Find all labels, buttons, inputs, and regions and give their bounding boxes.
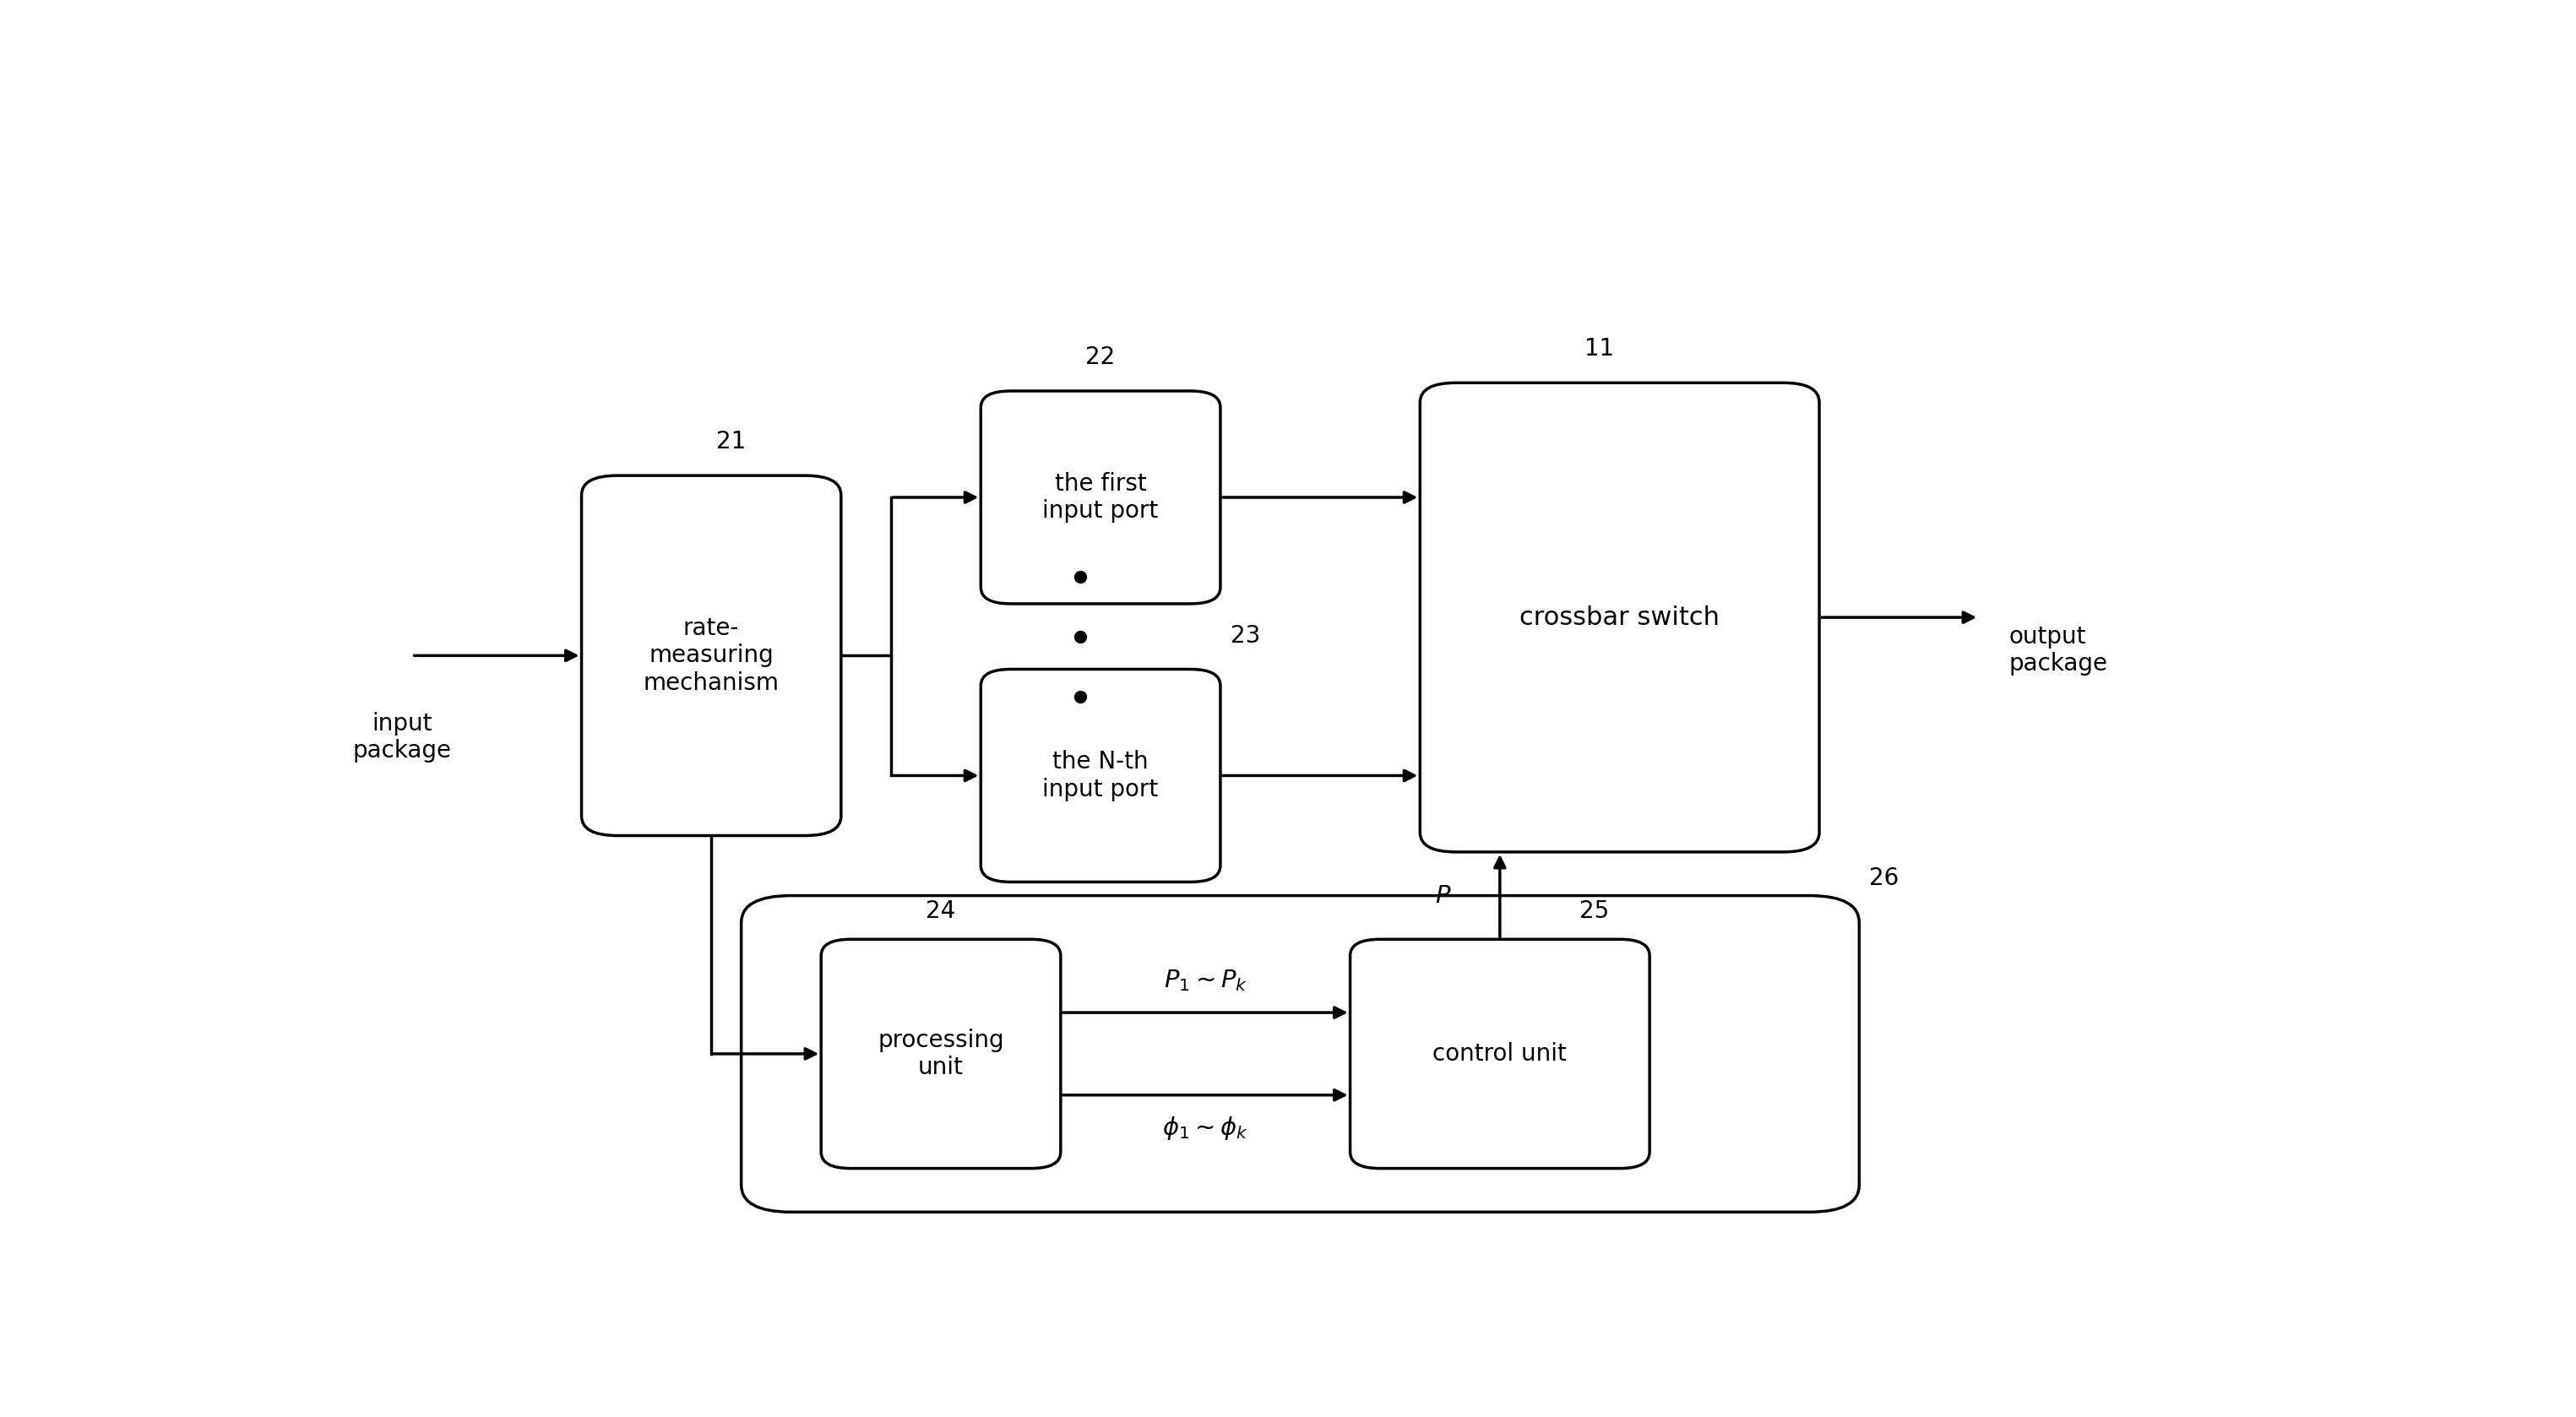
Text: 26: 26 <box>1870 867 1899 890</box>
FancyBboxPatch shape <box>981 669 1221 881</box>
Text: crossbar switch: crossbar switch <box>1520 605 1721 629</box>
Text: $P_1 \sim P_k$: $P_1 \sim P_k$ <box>1164 968 1247 993</box>
Text: 23: 23 <box>1231 623 1260 648</box>
Text: 21: 21 <box>716 431 747 453</box>
Text: input
package: input package <box>353 711 451 762</box>
Text: output
package: output package <box>2009 625 2107 676</box>
Text: processing
unit: processing unit <box>878 1029 1005 1080</box>
Text: $\phi_1 \sim \phi_k$: $\phi_1 \sim \phi_k$ <box>1162 1115 1249 1142</box>
FancyBboxPatch shape <box>1419 383 1819 852</box>
Text: rate-
measuring
mechanism: rate- measuring mechanism <box>644 616 781 694</box>
FancyBboxPatch shape <box>742 896 1860 1212</box>
Text: the N-th
input port: the N-th input port <box>1043 750 1159 801</box>
FancyBboxPatch shape <box>1350 939 1649 1169</box>
Text: control unit: control unit <box>1432 1041 1566 1066</box>
FancyBboxPatch shape <box>822 939 1061 1169</box>
Text: 11: 11 <box>1584 337 1615 361</box>
Text: 22: 22 <box>1084 346 1115 370</box>
FancyBboxPatch shape <box>582 476 840 836</box>
Text: the first
input port: the first input port <box>1043 472 1159 523</box>
Text: P: P <box>1435 884 1450 907</box>
FancyBboxPatch shape <box>981 391 1221 604</box>
Text: 24: 24 <box>925 900 956 922</box>
Text: 25: 25 <box>1579 900 1610 922</box>
